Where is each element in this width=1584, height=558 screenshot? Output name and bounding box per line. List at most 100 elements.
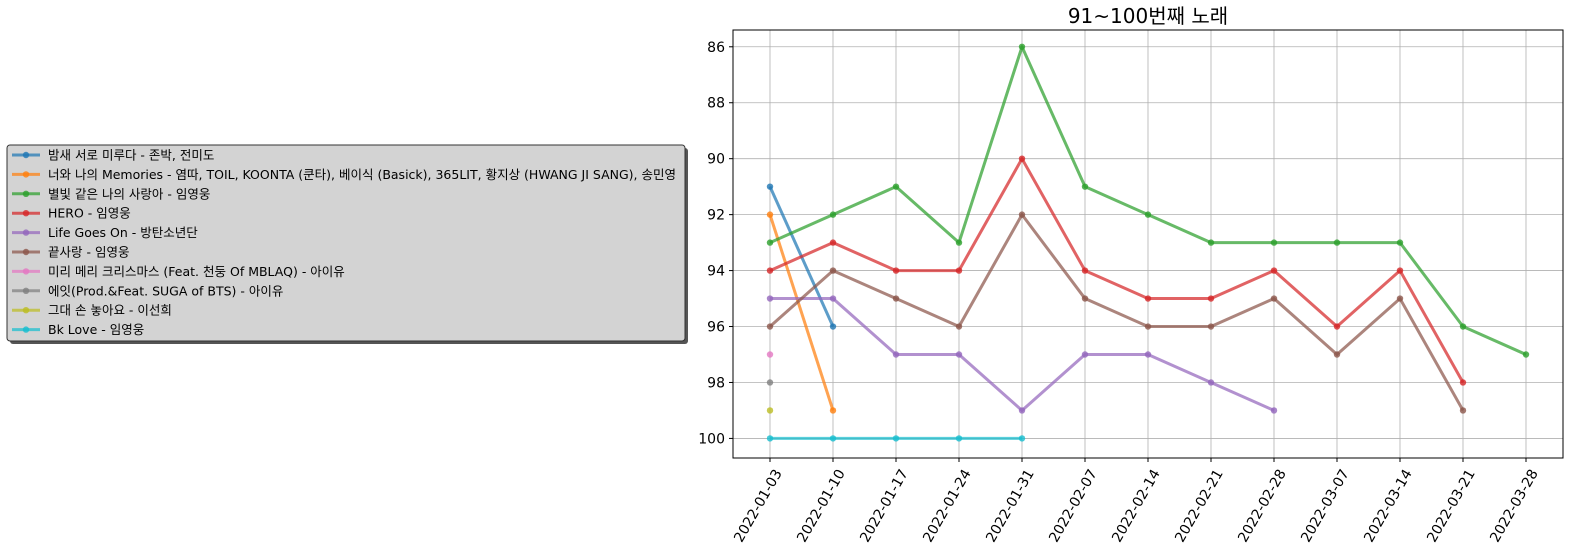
data-point xyxy=(1396,267,1404,274)
x-tick-label: 2022-02-07 xyxy=(1046,467,1101,545)
x-tick-label: 2022-03-28 xyxy=(1487,467,1542,545)
y-tick-label: 96 xyxy=(707,320,725,336)
data-point xyxy=(829,435,837,442)
data-point xyxy=(766,407,774,414)
data-point xyxy=(1081,183,1089,190)
data-point xyxy=(892,351,900,358)
data-point xyxy=(766,295,774,302)
data-point xyxy=(1459,323,1467,330)
legend-marker xyxy=(22,210,30,217)
data-point xyxy=(892,183,900,190)
series-line xyxy=(768,214,835,411)
data-point xyxy=(1081,351,1089,358)
legend-item: HERO - 임영웅 xyxy=(12,206,131,221)
series-line xyxy=(769,157,1465,384)
chart-title: 91~100번째 노래 xyxy=(1068,4,1228,28)
y-tick-label: 90 xyxy=(707,152,725,168)
x-tick-label: 2022-01-10 xyxy=(794,467,849,545)
data-point xyxy=(955,239,963,246)
data-point xyxy=(892,295,900,302)
series-layer xyxy=(766,43,1530,442)
x-tick-label: 2022-01-17 xyxy=(857,467,912,545)
legend-label: 별빛 같은 나의 사랑아 - 임영웅 xyxy=(48,186,210,201)
data-point xyxy=(829,323,837,330)
data-point xyxy=(1270,239,1278,246)
data-point xyxy=(829,239,837,246)
y-tick-label: 92 xyxy=(707,208,725,224)
series-6 xyxy=(766,211,1467,414)
data-point xyxy=(1207,295,1215,302)
legend-frame xyxy=(6,144,686,342)
legend-marker xyxy=(22,326,30,333)
y-tick-label: 100 xyxy=(698,431,725,447)
data-point xyxy=(766,211,774,218)
legend-item: 별빛 같은 나의 사랑아 - 임영웅 xyxy=(12,186,210,201)
data-point xyxy=(1018,155,1026,162)
legend-marker xyxy=(22,229,30,236)
series-8 xyxy=(766,379,774,386)
data-point xyxy=(1522,351,1530,358)
x-tick-label: 2022-02-28 xyxy=(1235,467,1290,545)
data-point xyxy=(1207,323,1215,330)
legend-marker xyxy=(22,268,30,275)
legend-marker xyxy=(22,287,30,294)
data-point xyxy=(955,351,963,358)
data-point xyxy=(1333,323,1341,330)
x-tick-label: 2022-03-14 xyxy=(1361,467,1416,546)
data-point xyxy=(1207,239,1215,246)
grid xyxy=(733,30,1563,458)
legend-marker xyxy=(22,190,30,197)
data-point xyxy=(766,351,774,358)
series-9 xyxy=(766,407,774,414)
x-axis: 2022-01-03 2022-01-10 2022-01-17 2022-01-24… xyxy=(731,458,1542,545)
legend-label: 그대 손 놓아요 - 이선희 xyxy=(48,303,172,318)
data-point xyxy=(1018,43,1026,50)
x-tick-label: 2022-02-21 xyxy=(1172,467,1227,545)
series-5 xyxy=(766,295,1278,414)
legend-item: 밤새 서로 미루다 - 존박, 전미도 xyxy=(12,148,214,163)
series-7 xyxy=(766,351,774,358)
y-tick-label: 94 xyxy=(707,264,725,280)
data-point xyxy=(1144,323,1152,330)
data-point xyxy=(766,435,774,442)
x-tick-label: 2022-01-24 xyxy=(920,467,975,546)
legend-marker xyxy=(22,151,30,159)
data-point xyxy=(766,183,774,190)
data-point xyxy=(766,239,774,246)
data-point xyxy=(766,267,774,274)
data-point xyxy=(892,267,900,274)
y-tick-label: 98 xyxy=(707,375,725,391)
data-point xyxy=(1270,295,1278,302)
data-point xyxy=(1396,295,1404,302)
data-point xyxy=(829,211,837,218)
y-tick-label: 88 xyxy=(707,96,725,112)
legend-label: 밤새 서로 미루다 - 존박, 전미도 xyxy=(48,148,214,163)
data-point xyxy=(1270,407,1278,414)
legend-marker xyxy=(22,248,30,256)
data-point xyxy=(1459,379,1467,386)
data-point xyxy=(955,323,963,330)
x-tick-label: 2022-02-14 xyxy=(1109,467,1164,546)
legend-item: 너와 나의 Memories - 염따, TOIL, KOONTA (쿤타), … xyxy=(12,167,676,182)
data-point xyxy=(1459,407,1467,414)
legend-label: 미리 메리 크리스마스 (Feat. 천둥 Of MBLAQ) - 아이유 xyxy=(48,264,345,279)
data-point xyxy=(1144,351,1152,358)
legend-item: 끝사랑 - 임영웅 xyxy=(12,245,129,260)
data-point xyxy=(1333,239,1341,246)
data-point xyxy=(955,435,963,442)
data-point xyxy=(1081,267,1089,274)
x-tick-label: 2022-03-21 xyxy=(1424,467,1479,545)
legend-item: 미리 메리 크리스마스 (Feat. 천둥 Of MBLAQ) - 아이유 xyxy=(12,264,345,279)
data-point xyxy=(766,323,774,330)
data-point xyxy=(1144,211,1152,218)
data-point xyxy=(1270,267,1278,274)
legend-label: HERO - 임영웅 xyxy=(48,206,131,221)
data-point xyxy=(1333,351,1341,358)
data-point xyxy=(1207,379,1215,386)
data-point xyxy=(1144,295,1152,302)
legend-item: Life Goes On - 방탄소년단 xyxy=(12,225,198,240)
data-point xyxy=(829,407,837,414)
